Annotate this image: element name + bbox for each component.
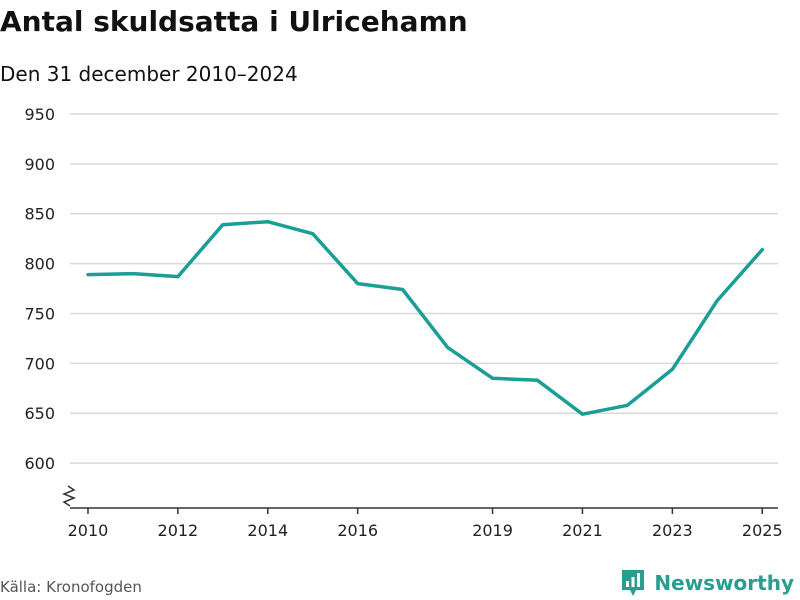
y-tick-label-800: 800 [24, 255, 55, 274]
series-layer [86, 219, 765, 416]
brand-logo: Newsworthy [620, 568, 794, 598]
x-tick-label-2010: 2010 [68, 521, 109, 540]
chart-title: Antal skuldsatta i Ulricehamn [0, 5, 468, 38]
series-line-0 [86, 219, 765, 416]
y-tick-label-850: 850 [24, 205, 55, 224]
newsworthy-logo-icon [622, 570, 645, 596]
x-tick-label-2021: 2021 [562, 521, 603, 540]
x-tick-label-2025: 2025 [742, 521, 783, 540]
y-tick-label-900: 900 [24, 155, 55, 174]
axis-break-icon [61, 485, 77, 507]
y-tick-label-650: 650 [24, 404, 55, 423]
y-tick-label-750: 750 [24, 304, 55, 323]
x-tick-label-2019: 2019 [472, 521, 513, 540]
tick-labels: 600 650 700 750 800 850 900 950 2010 2012 2014 2016… [24, 105, 782, 540]
y-tick-label-600: 600 [24, 454, 55, 473]
x-tick-label-2023: 2023 [652, 521, 693, 540]
y-tick-label-700: 700 [24, 354, 55, 373]
brand-name: Newsworthy [654, 571, 794, 595]
x-tick-label-2012: 2012 [158, 521, 199, 540]
x-tick-label-2014: 2014 [247, 521, 288, 540]
x-tick-label-2016: 2016 [337, 521, 378, 540]
y-tick-label-950: 950 [24, 105, 55, 124]
source-note: Källa: Kronofogden [0, 578, 142, 596]
gridlines [70, 113, 778, 464]
axes [61, 485, 778, 514]
chart-subtitle: Den 31 december 2010–2024 [0, 62, 298, 86]
